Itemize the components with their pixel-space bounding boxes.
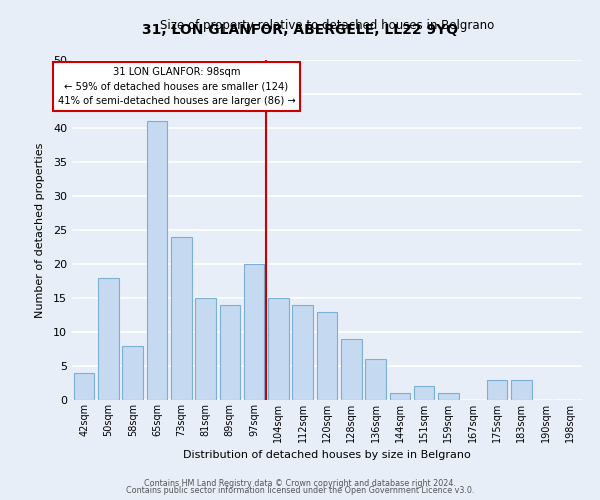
Title: Size of property relative to detached houses in Belgrano: Size of property relative to detached ho… (160, 20, 494, 32)
X-axis label: Distribution of detached houses by size in Belgrano: Distribution of detached houses by size … (183, 450, 471, 460)
Bar (268, 298, 289, 400)
Bar (244, 264, 265, 400)
Bar (365, 359, 386, 400)
Bar (98, 278, 119, 400)
Bar (292, 305, 313, 400)
Bar (122, 346, 143, 400)
Y-axis label: Number of detached properties: Number of detached properties (35, 142, 44, 318)
Bar (220, 305, 240, 400)
Bar (317, 312, 337, 400)
Bar (146, 121, 167, 400)
Text: 31 LON GLANFOR: 98sqm
← 59% of detached houses are smaller (124)
41% of semi-det: 31 LON GLANFOR: 98sqm ← 59% of detached … (58, 67, 295, 106)
Bar (438, 393, 459, 400)
Bar (341, 339, 362, 400)
Bar (195, 298, 216, 400)
Bar (389, 393, 410, 400)
Text: Contains HM Land Registry data © Crown copyright and database right 2024.: Contains HM Land Registry data © Crown c… (144, 478, 456, 488)
Bar (487, 380, 508, 400)
Text: 31, LON GLANFOR, ABERGELE, LL22 9YQ: 31, LON GLANFOR, ABERGELE, LL22 9YQ (142, 22, 458, 36)
Bar (171, 237, 191, 400)
Bar (414, 386, 434, 400)
Bar (511, 380, 532, 400)
Text: Contains public sector information licensed under the Open Government Licence v3: Contains public sector information licen… (126, 486, 474, 495)
Bar (74, 373, 94, 400)
